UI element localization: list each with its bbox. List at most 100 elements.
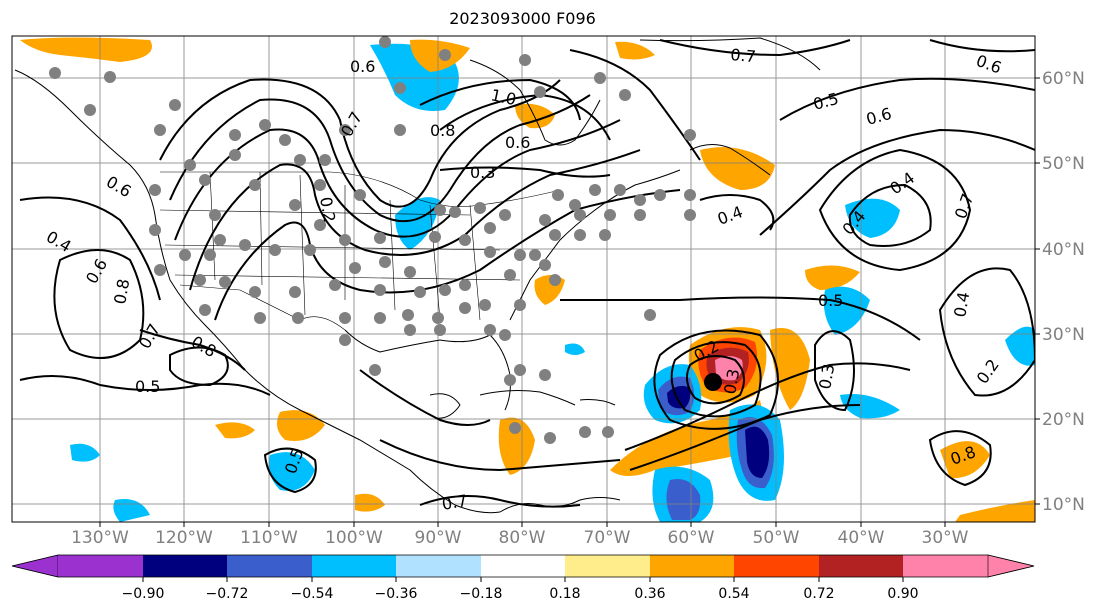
contour-lines — [19, 39, 1035, 508]
map-mark — [204, 249, 216, 261]
fill-positive-atl-e — [805, 265, 860, 290]
contour-label: 0.6 — [350, 57, 375, 76]
colorbar-tick-label: −0.18 — [460, 586, 503, 602]
map-mark — [249, 179, 261, 191]
colorbar-segment — [312, 555, 396, 577]
map-mark — [549, 274, 561, 286]
map-mark — [379, 36, 391, 48]
graticule — [12, 36, 1035, 522]
map-mark — [504, 374, 516, 386]
map-frame — [11, 35, 1036, 523]
map-mark — [499, 209, 511, 221]
coast-east — [509, 169, 681, 321]
colorbar-tick-label: 0.36 — [634, 586, 665, 602]
colorbar-segment — [396, 555, 481, 577]
fill-negative-atl-ne — [845, 198, 900, 238]
map-mark — [484, 324, 496, 336]
colorbar-segment — [903, 555, 988, 577]
coast-cuba — [479, 390, 576, 406]
map-mark — [229, 149, 241, 161]
contour-label: 0.5 — [135, 377, 160, 396]
contour-mid-0.3 — [439, 166, 611, 178]
map-mark — [154, 124, 166, 136]
fill-positive-far-se — [955, 500, 1035, 522]
lon-label: 60°W — [668, 528, 715, 548]
colorbar-tick-label: −0.54 — [291, 586, 334, 602]
map-mark — [459, 234, 471, 246]
map-mark — [229, 129, 241, 141]
fill-positive-labrador — [700, 147, 775, 190]
map-mark — [254, 312, 266, 324]
contour-labrador-0.6 — [699, 194, 775, 231]
map-mark — [602, 426, 614, 438]
map-mark — [519, 54, 531, 66]
contour-west-0.5 — [19, 375, 271, 396]
map-mark — [294, 154, 306, 166]
map-mark — [549, 229, 561, 241]
map-mark — [484, 246, 496, 258]
coast-pacific-nw — [14, 69, 501, 514]
map-mark — [634, 209, 646, 221]
map-mark — [349, 262, 361, 274]
contour-label: 0.6 — [505, 133, 530, 152]
map-mark — [179, 249, 191, 261]
contour-carib-0.3 — [379, 439, 621, 472]
contour-jet-3 — [174, 119, 621, 241]
map-mark — [219, 276, 231, 288]
fill-royal-carib — [666, 479, 701, 520]
lon-label: 110°W — [240, 528, 298, 548]
map-mark — [374, 284, 386, 296]
map-mark — [149, 184, 161, 196]
map-mark — [434, 324, 446, 336]
contour-low-ne-2 — [670, 341, 762, 418]
map-mark — [534, 86, 546, 98]
lon-label: 30°W — [922, 528, 969, 548]
contour-label: 1.0 — [489, 85, 518, 109]
map-mark — [574, 209, 586, 221]
map-mark — [504, 269, 516, 281]
map-mark — [684, 129, 696, 141]
fill-positive-central — [215, 422, 255, 439]
contour-label: 0.3 — [720, 367, 743, 395]
map-mark — [569, 199, 581, 211]
contour-label: 0.8 — [110, 277, 133, 305]
contour-label: 0.8 — [430, 121, 455, 140]
contour-label: 0.4 — [950, 290, 973, 318]
map-mark — [339, 334, 351, 346]
map-mark — [279, 134, 291, 146]
contour-jet-1 — [159, 78, 561, 208]
map-mark — [149, 224, 161, 236]
lon-label: 70°W — [584, 528, 631, 548]
map-mark — [304, 244, 316, 256]
colorbar-tick-label: −0.72 — [206, 586, 249, 602]
fill-positive-sw-carib — [355, 493, 385, 512]
map-mark — [319, 154, 331, 166]
map-mark — [214, 234, 226, 246]
map-mark — [459, 302, 471, 314]
map-mark — [369, 364, 381, 376]
map-mark — [539, 259, 551, 271]
storm-center — [704, 373, 722, 391]
contour-storm-band-2 — [629, 404, 861, 471]
map-mark — [479, 299, 491, 311]
map-mark — [539, 369, 551, 381]
lat-label: 60°N — [1042, 69, 1085, 89]
fill-negative-lesser-antilles — [565, 343, 585, 355]
coast-labrador — [689, 144, 771, 176]
map-mark — [552, 189, 564, 201]
lon-label: 40°W — [838, 528, 885, 548]
colorbar-segment — [58, 555, 143, 577]
contour-ne-1.0 — [419, 78, 581, 121]
map-mark — [634, 194, 646, 206]
contour-atl-0.6-ring — [818, 148, 972, 272]
map-mark — [394, 82, 406, 94]
map-mark — [439, 49, 451, 61]
map-mark — [529, 249, 541, 261]
colorbar-tick-label: 0.90 — [887, 586, 918, 602]
map-mark — [514, 364, 526, 376]
map-mark — [289, 199, 301, 211]
map-mark — [239, 239, 251, 251]
longitude-labels: 130°W 120°W 110°W 100°W 90°W 80°W 70°W 6… — [71, 528, 969, 548]
contour-label: 0.3 — [470, 163, 495, 182]
colorbar-segment — [143, 555, 227, 577]
